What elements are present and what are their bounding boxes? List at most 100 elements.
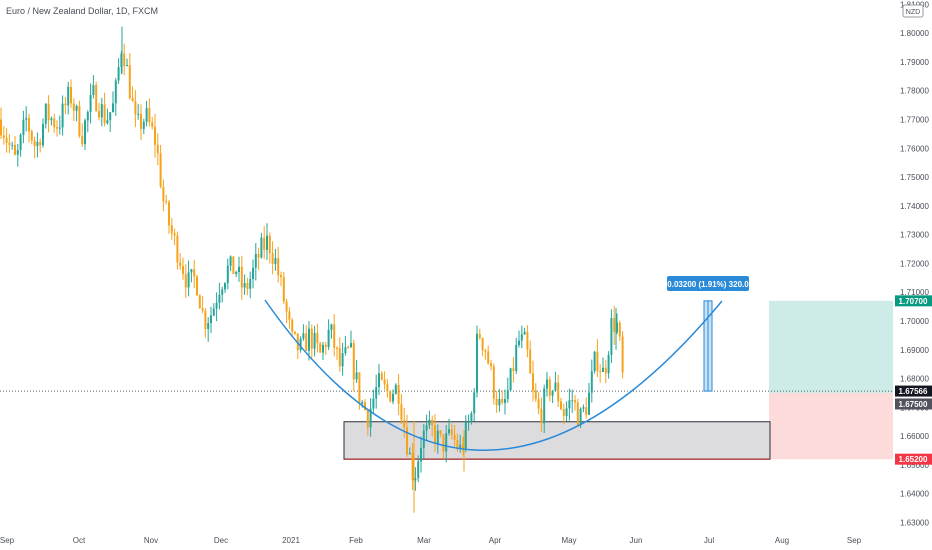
stop-price-tag <box>895 453 932 465</box>
candle-body <box>120 53 123 67</box>
entry-price-label: 1.67500 <box>899 400 928 409</box>
candle-body <box>193 269 196 277</box>
x-tick-label: Apr <box>489 536 502 545</box>
candle-body <box>36 141 39 147</box>
candle-body <box>562 409 565 416</box>
chart-title: Euro / New Zealand Dollar, 1D, FXCM <box>6 6 158 16</box>
candle-body <box>574 400 576 403</box>
currency-badge[interactable] <box>902 4 924 18</box>
candle-body <box>215 302 218 309</box>
candle-body <box>5 137 8 143</box>
y-tick-label: 1.76000 <box>900 144 929 153</box>
candle-body <box>431 419 434 426</box>
candle-body <box>238 266 240 272</box>
candle-body <box>560 401 562 410</box>
candle-body <box>257 254 260 258</box>
candle-body <box>25 118 28 120</box>
candle-body <box>92 85 95 96</box>
candle-body <box>173 233 176 236</box>
candle-body <box>579 408 582 425</box>
candle-body <box>596 351 599 372</box>
candle-body <box>67 86 70 106</box>
candle-body <box>548 379 551 396</box>
y-tick-label: 1.77000 <box>900 115 929 124</box>
candle-body <box>2 135 5 138</box>
candle-body <box>302 333 305 339</box>
candle-body <box>221 289 224 295</box>
current-price-label: 1.67566 <box>899 387 928 396</box>
candle-body <box>498 399 501 406</box>
candle-body <box>439 430 442 435</box>
candle-body <box>495 398 498 406</box>
stop-price-label: 1.65200 <box>899 455 928 464</box>
candle-body <box>610 318 613 355</box>
candle-body <box>11 144 14 146</box>
candle-body <box>400 403 403 420</box>
candle-body <box>428 419 431 426</box>
candle-body <box>117 66 120 81</box>
y-tick-label: 1.72000 <box>900 259 929 268</box>
stop-zone[interactable] <box>769 392 893 460</box>
target-zone[interactable] <box>769 300 893 393</box>
candle-body <box>53 118 56 128</box>
candle-body <box>285 301 288 312</box>
candle-body <box>453 434 456 440</box>
candle-body <box>347 347 350 349</box>
candle-body <box>28 118 30 132</box>
candle-body <box>386 384 389 392</box>
candle-body <box>226 265 229 284</box>
candle-body <box>467 421 470 423</box>
y-tick-label: 1.70000 <box>900 317 929 326</box>
candle-body <box>512 368 515 371</box>
measure-tool[interactable]: 0.03200 (1.91%) 320.0 <box>667 276 749 392</box>
candle-body <box>310 328 313 349</box>
y-tick-label: 1.78000 <box>900 87 929 96</box>
candle-body <box>352 343 355 380</box>
y-tick-label: 1.65000 <box>900 461 929 470</box>
candle-body <box>319 343 322 353</box>
candle-body <box>344 347 347 354</box>
candle-body <box>616 322 618 332</box>
candle-body <box>299 338 302 351</box>
target-price-label: 1.70700 <box>899 297 928 306</box>
candle-body <box>411 452 414 481</box>
candle-body <box>137 113 140 115</box>
candle-body <box>434 425 436 444</box>
candle-body <box>72 103 75 111</box>
candle-body <box>170 225 173 234</box>
support-zone[interactable] <box>343 421 771 460</box>
candle-body <box>274 258 277 264</box>
current-price-tag <box>895 385 932 397</box>
candle-body <box>442 434 445 452</box>
candle-body <box>532 373 534 391</box>
measure-label: 0.03200 (1.91%) 320.0 <box>667 280 749 289</box>
candle-body <box>266 235 268 250</box>
candle-body <box>98 110 100 118</box>
candle-body <box>232 256 235 274</box>
candle-body <box>518 340 520 346</box>
candle-body <box>198 295 201 309</box>
candle-body <box>534 390 537 400</box>
y-tick-label: 1.69000 <box>900 346 929 355</box>
candle-body <box>19 134 22 151</box>
candle-body <box>252 267 254 279</box>
candle-body <box>22 119 25 135</box>
x-tick-label: Jul <box>704 536 714 545</box>
candle-body <box>358 372 361 404</box>
candle-body <box>207 323 210 329</box>
price-axis[interactable]: 1.810001.800001.790001.780001.770001.760… <box>900 0 929 527</box>
rounded-bottom-curve[interactable] <box>264 299 723 451</box>
candle-body <box>406 427 408 455</box>
candle-body <box>61 103 64 128</box>
candle-body <box>294 331 296 334</box>
candle-body <box>456 439 459 449</box>
candle-body <box>78 105 81 137</box>
candle-body <box>546 379 548 389</box>
time-axis[interactable]: Sep Oct Nov Dec 2021 Feb Mar Apr May Jun Jul Aug Sep <box>0 536 862 545</box>
candle-body <box>106 120 109 124</box>
candle-body <box>44 103 47 124</box>
candle-body <box>568 400 571 409</box>
candle-body <box>100 104 103 118</box>
candle-body <box>313 332 316 349</box>
